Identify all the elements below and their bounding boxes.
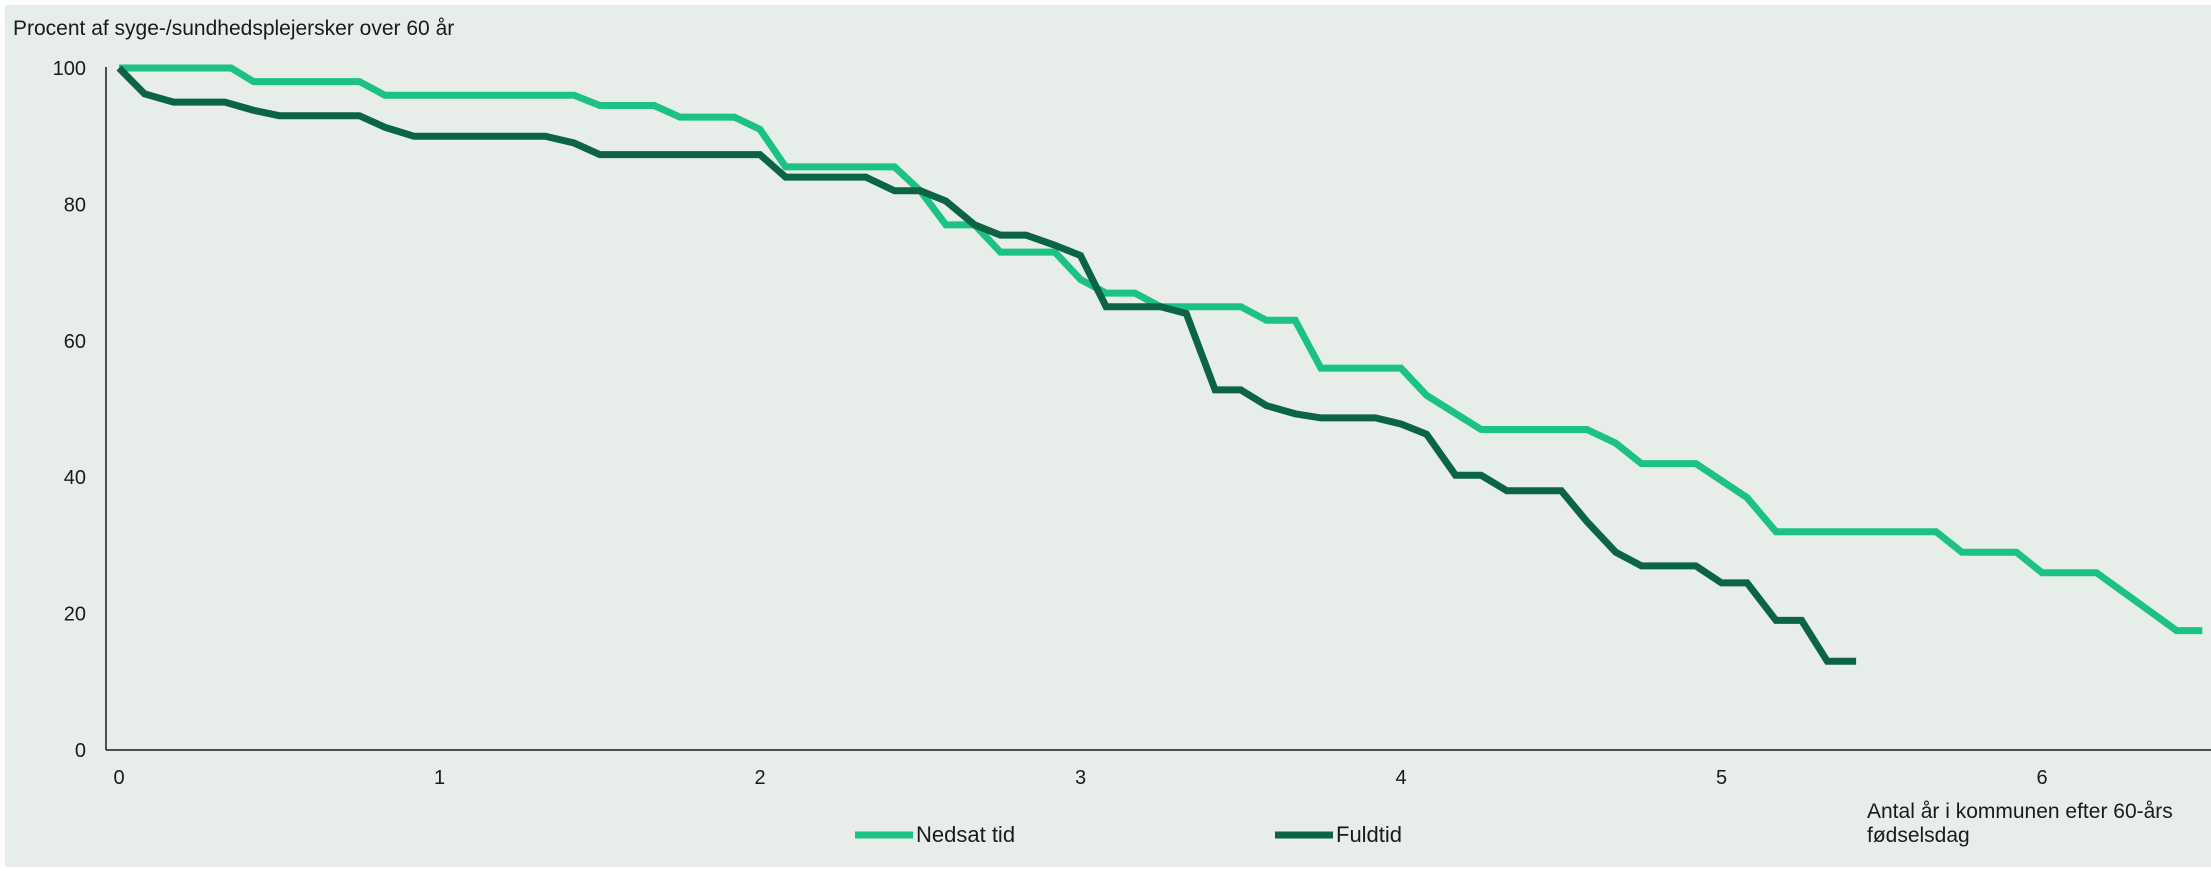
x-tick-labels: 0 1 2 3 4 5 6	[113, 767, 2047, 789]
series-lines	[116, 64, 2203, 665]
x-axis-title-line-1: Antal år i kommunen efter 60-års	[1867, 800, 2173, 823]
y-axis-title: Procent af syge-/sundhedsplejersker over…	[13, 17, 454, 40]
x-tick-label: 1	[434, 767, 445, 789]
x-tick-label: 3	[1075, 767, 1086, 789]
y-tick-label: 60	[64, 331, 86, 353]
y-tick-label: 20	[64, 604, 86, 626]
y-tick-label: 0	[75, 740, 86, 762]
legend: Nedsat tid Fuldtid	[855, 822, 1402, 847]
y-tick-label: 100	[53, 58, 86, 80]
y-tick-label: 40	[64, 467, 86, 489]
chart-panel	[5, 5, 2211, 867]
series-line-nedsat-tid	[119, 64, 2203, 635]
x-tick-label: 6	[2036, 767, 2047, 789]
x-tick-label: 4	[1395, 767, 1406, 789]
y-tick-labels: 0 20 40 60 80 100	[53, 58, 86, 762]
x-tick-label: 2	[754, 767, 765, 789]
legend-label-nedsat-tid: Nedsat tid	[916, 822, 1015, 847]
x-tick-label: 5	[1716, 767, 1727, 789]
series-line-fuldtid	[116, 65, 1857, 665]
x-axis-title-line-2: fødselsdag	[1867, 824, 1970, 847]
y-tick-label: 80	[64, 194, 86, 216]
x-tick-label: 0	[113, 767, 124, 789]
legend-label-fuldtid: Fuldtid	[1336, 822, 1402, 847]
